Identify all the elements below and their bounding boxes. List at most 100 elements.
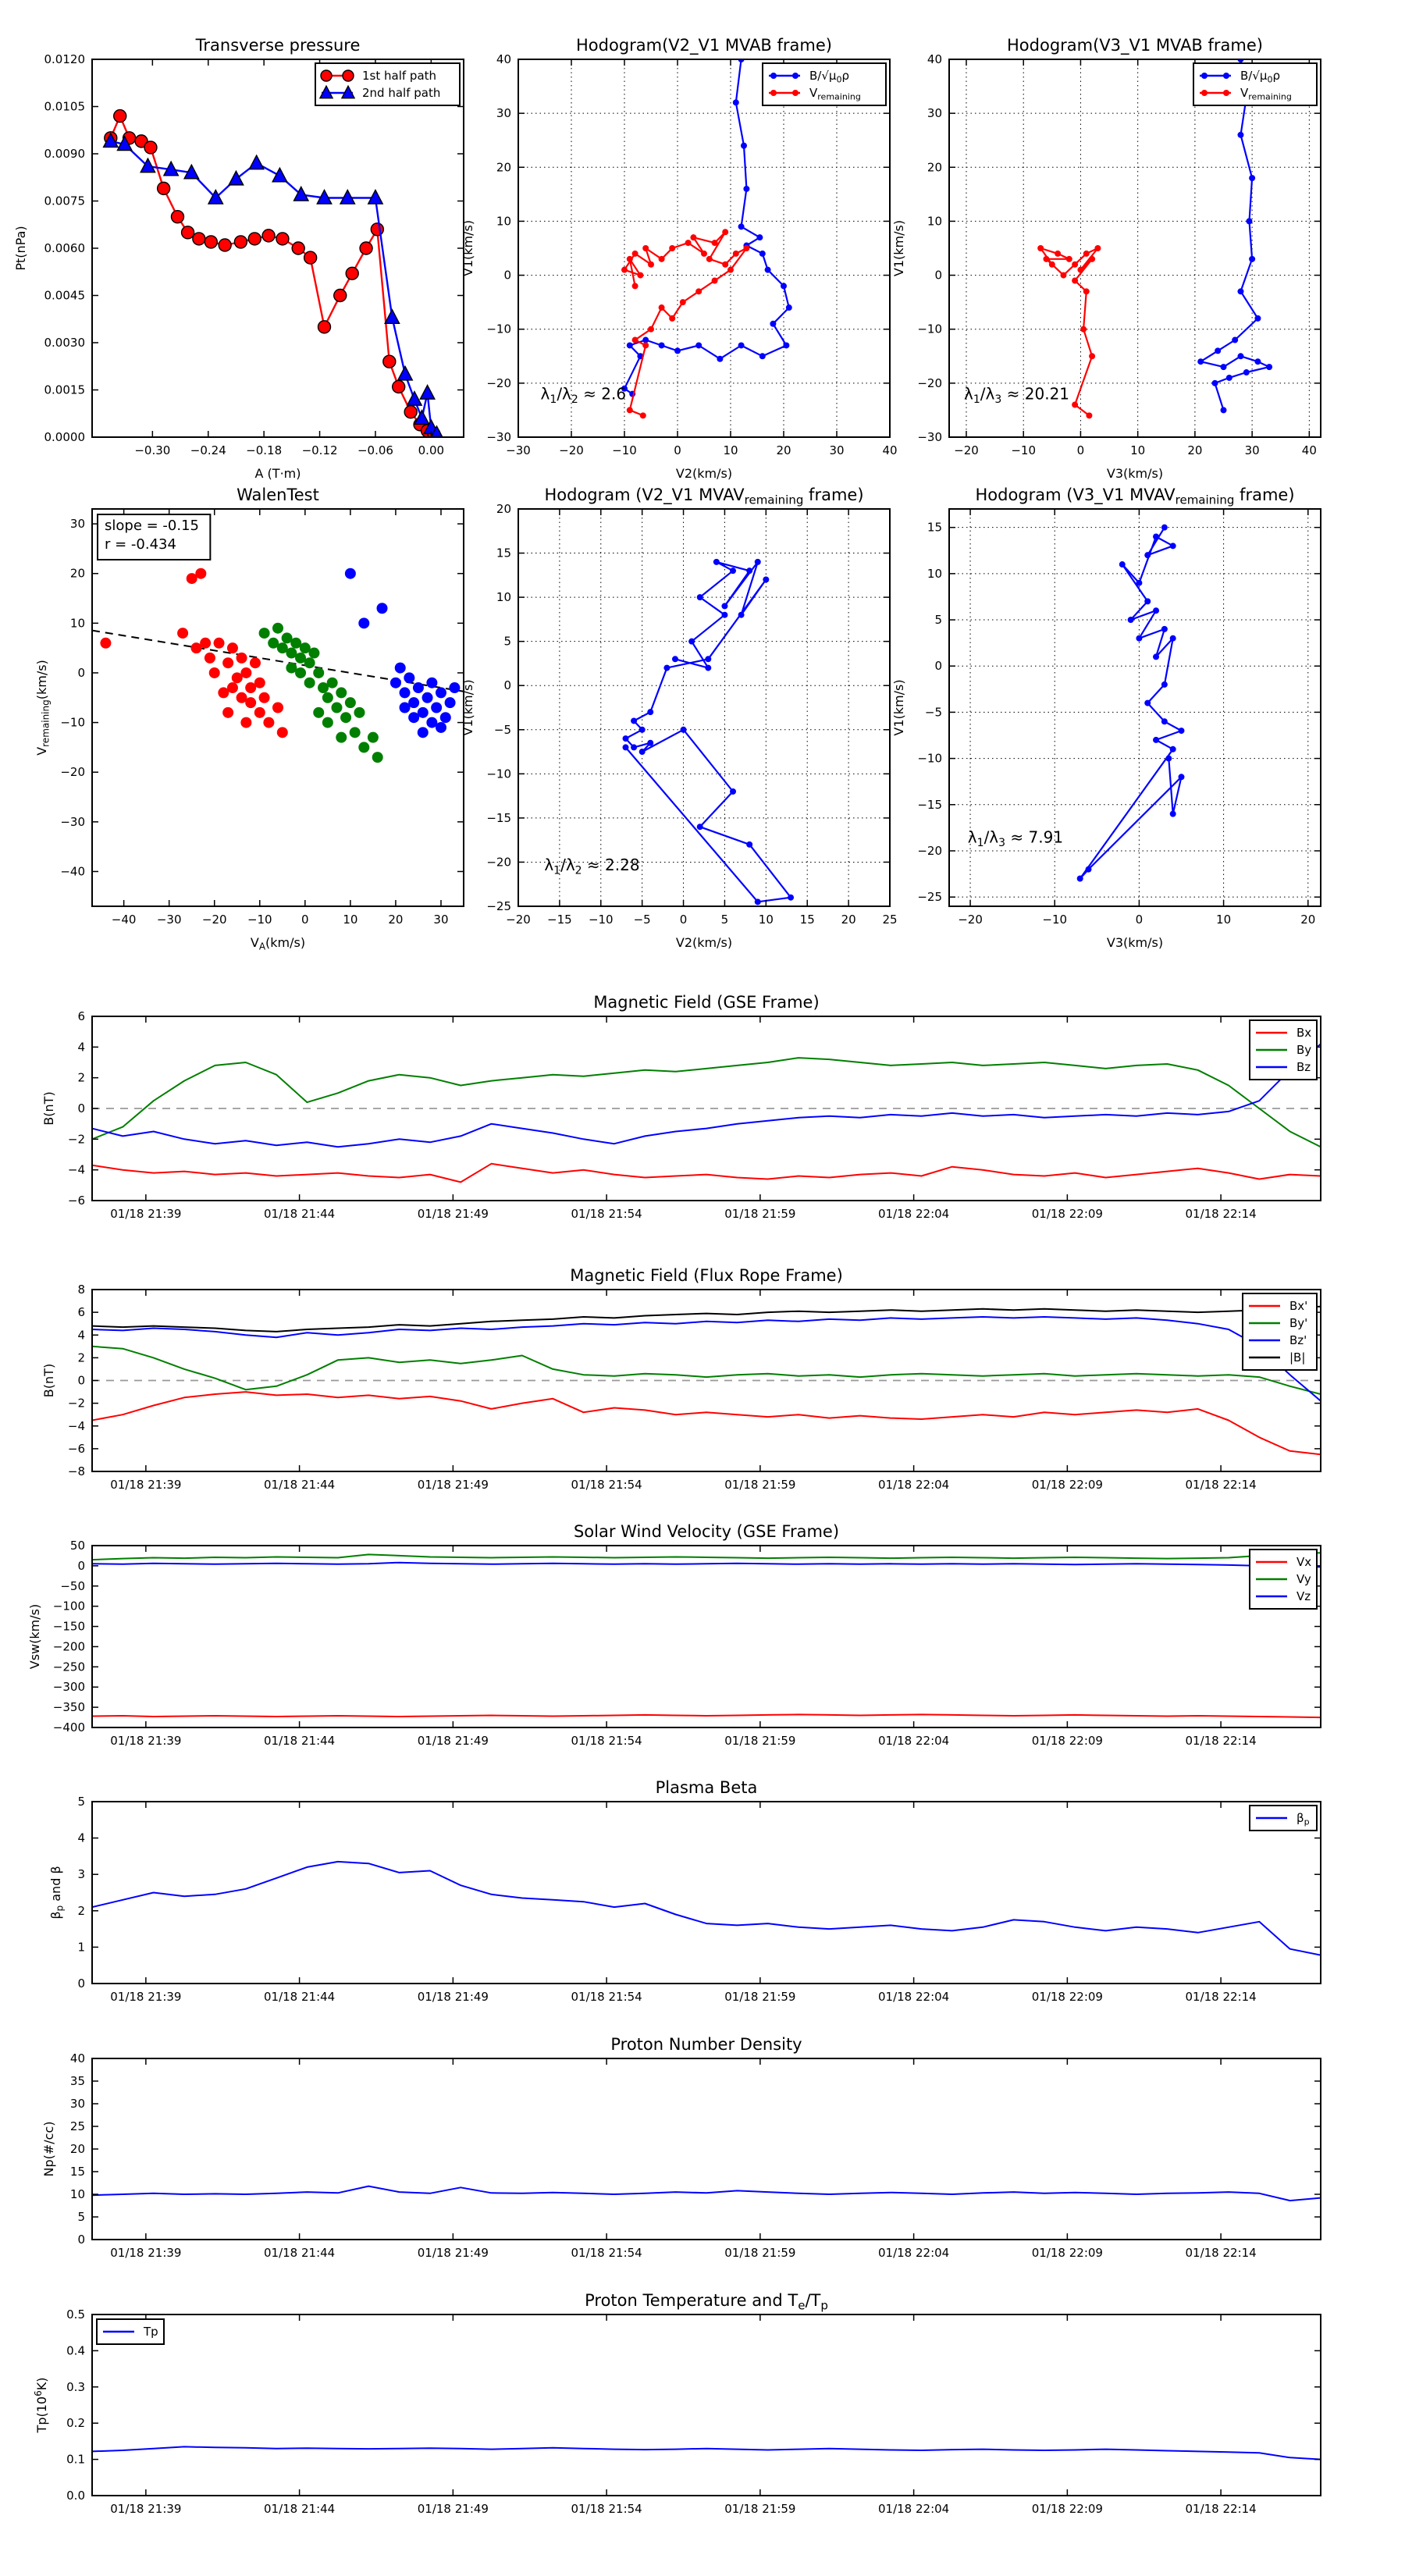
series-v-remaining-path [624, 560, 792, 903]
marker-dot [213, 637, 225, 649]
marker-dot [781, 283, 787, 290]
svg-text:01/18 21:39: 01/18 21:39 [110, 1207, 181, 1221]
series-vz [92, 1561, 1321, 1568]
legend-label: |B| [1289, 1350, 1305, 1364]
marker-dot [389, 677, 401, 688]
marker-dot [1161, 718, 1168, 725]
x-axis-label: VA​(km/s) [251, 935, 305, 952]
svg-text:−20: −20 [917, 844, 942, 858]
marker-dot [792, 73, 799, 79]
chart-title: Proton Temperature and Te​/Tp​ [585, 2291, 828, 2313]
svg-text:01/18 21:59: 01/18 21:59 [724, 1990, 795, 2004]
marker-dot [754, 558, 761, 565]
marker-dot [299, 642, 311, 654]
marker-dot [711, 277, 718, 284]
series-bz-prime [92, 1316, 1321, 1402]
marker-triangle [419, 384, 436, 400]
marker-dot [688, 638, 695, 645]
marker-dot [231, 672, 243, 684]
marker-dot [272, 622, 283, 634]
legend: Vx Vy Vz [1249, 1549, 1318, 1610]
svg-text:0: 0 [77, 1374, 85, 1388]
series-group [92, 2446, 1321, 2460]
axes-frame [948, 59, 1321, 438]
svg-text:0.0015: 0.0015 [44, 383, 86, 397]
chart-hodogram-v2v1-mvav: −20 −15 −10 −5 0 5 10 15 20 25−25−20−15−10−505101… [461, 486, 898, 950]
svg-text:0.0: 0.0 [66, 2489, 85, 2503]
svg-text:−30: −30 [486, 430, 511, 444]
svg-text:0.3: 0.3 [66, 2380, 85, 2394]
marker-dot [1161, 524, 1168, 531]
marker-dot [721, 603, 728, 610]
svg-text:20: 20 [496, 502, 511, 516]
marker-dot [1165, 755, 1172, 762]
svg-text:−350: −350 [53, 1700, 85, 1714]
marker-dot [236, 652, 247, 664]
axis-ticks: 01/18 21:39 01/18 21:44 01/18 21:49 01/18 2… [77, 1795, 1321, 2004]
svg-text:20: 20 [70, 2142, 85, 2156]
svg-text:−15: −15 [486, 811, 511, 825]
marker-dot [272, 702, 283, 713]
svg-text:−20: −20 [60, 765, 85, 779]
marker-dot [426, 717, 438, 728]
series-b-magnitude [92, 1305, 1321, 1332]
axis-ticks: −30 −20 −10 0 10 20 30 40 −30 −20 −10 0 10 20 30 40 [486, 52, 897, 457]
marker-dot [177, 628, 189, 639]
marker-dot [727, 266, 734, 273]
marker-dot [647, 709, 654, 716]
series-v-remaining-path [623, 231, 748, 417]
axis-ticks: −0.30 −0.24 −0.18 −0.12 −0.06 0.00 0.0000 0.001… [44, 52, 464, 457]
svg-text:30: 30 [70, 517, 85, 531]
marker-dot [701, 250, 707, 257]
marker-dot [1237, 131, 1244, 138]
svg-text:10: 10 [496, 590, 511, 604]
marker-dot [276, 642, 288, 654]
svg-text:01/18 21:49: 01/18 21:49 [418, 2502, 489, 2516]
svg-text:01/18 21:49: 01/18 21:49 [418, 1734, 489, 1748]
svg-text:8: 8 [77, 1283, 85, 1297]
svg-text:0: 0 [1077, 443, 1085, 457]
marker-circle [370, 222, 385, 237]
series-group [92, 1043, 1321, 1183]
legend: Bx By Bz [1249, 1019, 1318, 1080]
svg-text:01/18 21:59: 01/18 21:59 [724, 1207, 795, 1221]
x-axis-label: V2(km/s) [676, 935, 732, 950]
marker-dot [376, 603, 388, 614]
marker-dot [730, 568, 737, 575]
marker-dot [426, 677, 438, 688]
marker-dot [336, 687, 347, 699]
marker-dot [204, 652, 215, 664]
chart-proton-density: 01/18 21:39 01/18 21:44 01/18 21:49 01/18 2… [41, 2035, 1321, 2260]
marker-triangle [384, 308, 400, 325]
svg-text:−10: −10 [1011, 443, 1036, 457]
legend: βp​ [1249, 1805, 1318, 1831]
svg-text:01/18 21:54: 01/18 21:54 [571, 1734, 642, 1748]
gridlines [518, 59, 891, 438]
marker-dot [690, 234, 697, 241]
marker-dot [408, 712, 420, 724]
chart-title: Proton Number Density [610, 2035, 802, 2054]
svg-text:01/18 22:14: 01/18 22:14 [1185, 1478, 1256, 1492]
y-axis-label: Tp(106​K) [33, 2378, 49, 2434]
marker-dot [281, 632, 293, 644]
marker-circle [261, 229, 276, 243]
svg-text:0.0000: 0.0000 [44, 430, 86, 444]
svg-text:0: 0 [301, 913, 309, 927]
marker-dot [336, 731, 347, 743]
marker-dot [631, 744, 638, 751]
marker-dot [226, 642, 238, 654]
marker-dot [1254, 315, 1261, 322]
marker-dot [200, 637, 212, 649]
x-axis-label: A (T·m) [255, 466, 301, 481]
series-group [92, 1860, 1321, 1956]
svg-text:0.5: 0.5 [66, 2307, 85, 2322]
svg-text:−0.12: −0.12 [302, 443, 338, 457]
marker-dot [1223, 73, 1229, 79]
marker-dot [626, 342, 633, 349]
svg-text:−20: −20 [958, 913, 983, 927]
series-group [92, 2185, 1321, 2202]
marker-dot [631, 717, 638, 724]
marker-dot [732, 250, 739, 257]
svg-text:20: 20 [1187, 443, 1202, 457]
marker-dot [1178, 728, 1185, 735]
